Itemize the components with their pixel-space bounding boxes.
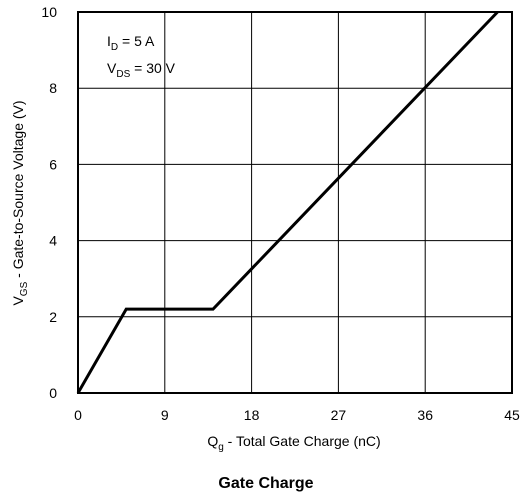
y-tick-label-5: 10: [41, 4, 57, 20]
plot-frame: [77, 11, 513, 394]
y-axis-label: VGS - Gate-to-Source Voltage (V): [10, 100, 30, 305]
x-tick-label-0: 0: [74, 407, 82, 423]
x-tick-labels: 0 9 18 27 36 45: [74, 407, 520, 423]
x-tick-label-2: 18: [244, 407, 260, 423]
annotation-voltage: VDS = 30 V: [107, 60, 176, 80]
grid-lines: [78, 12, 512, 393]
y-tick-labels: 0 2 4 6 8 10: [41, 4, 57, 401]
y-tick-label-1: 2: [49, 309, 57, 325]
x-axis-label: Qg - Total Gate Charge (nC): [207, 433, 380, 453]
y-tick-label-2: 4: [49, 233, 57, 249]
x-tick-label-4: 36: [417, 407, 433, 423]
y-tick-label-0: 0: [49, 385, 57, 401]
annotation-current: ID = 5 A: [107, 33, 155, 53]
chart-title: Gate Charge: [218, 475, 313, 492]
y-tick-label-3: 6: [49, 156, 57, 172]
x-tick-label-1: 9: [161, 407, 169, 423]
x-tick-label-5: 45: [504, 407, 520, 423]
series-layer: [76, 10, 499, 394]
y-tick-label-4: 8: [49, 80, 57, 96]
x-tick-label-3: 27: [331, 407, 347, 423]
series-line-0: [76, 10, 499, 394]
